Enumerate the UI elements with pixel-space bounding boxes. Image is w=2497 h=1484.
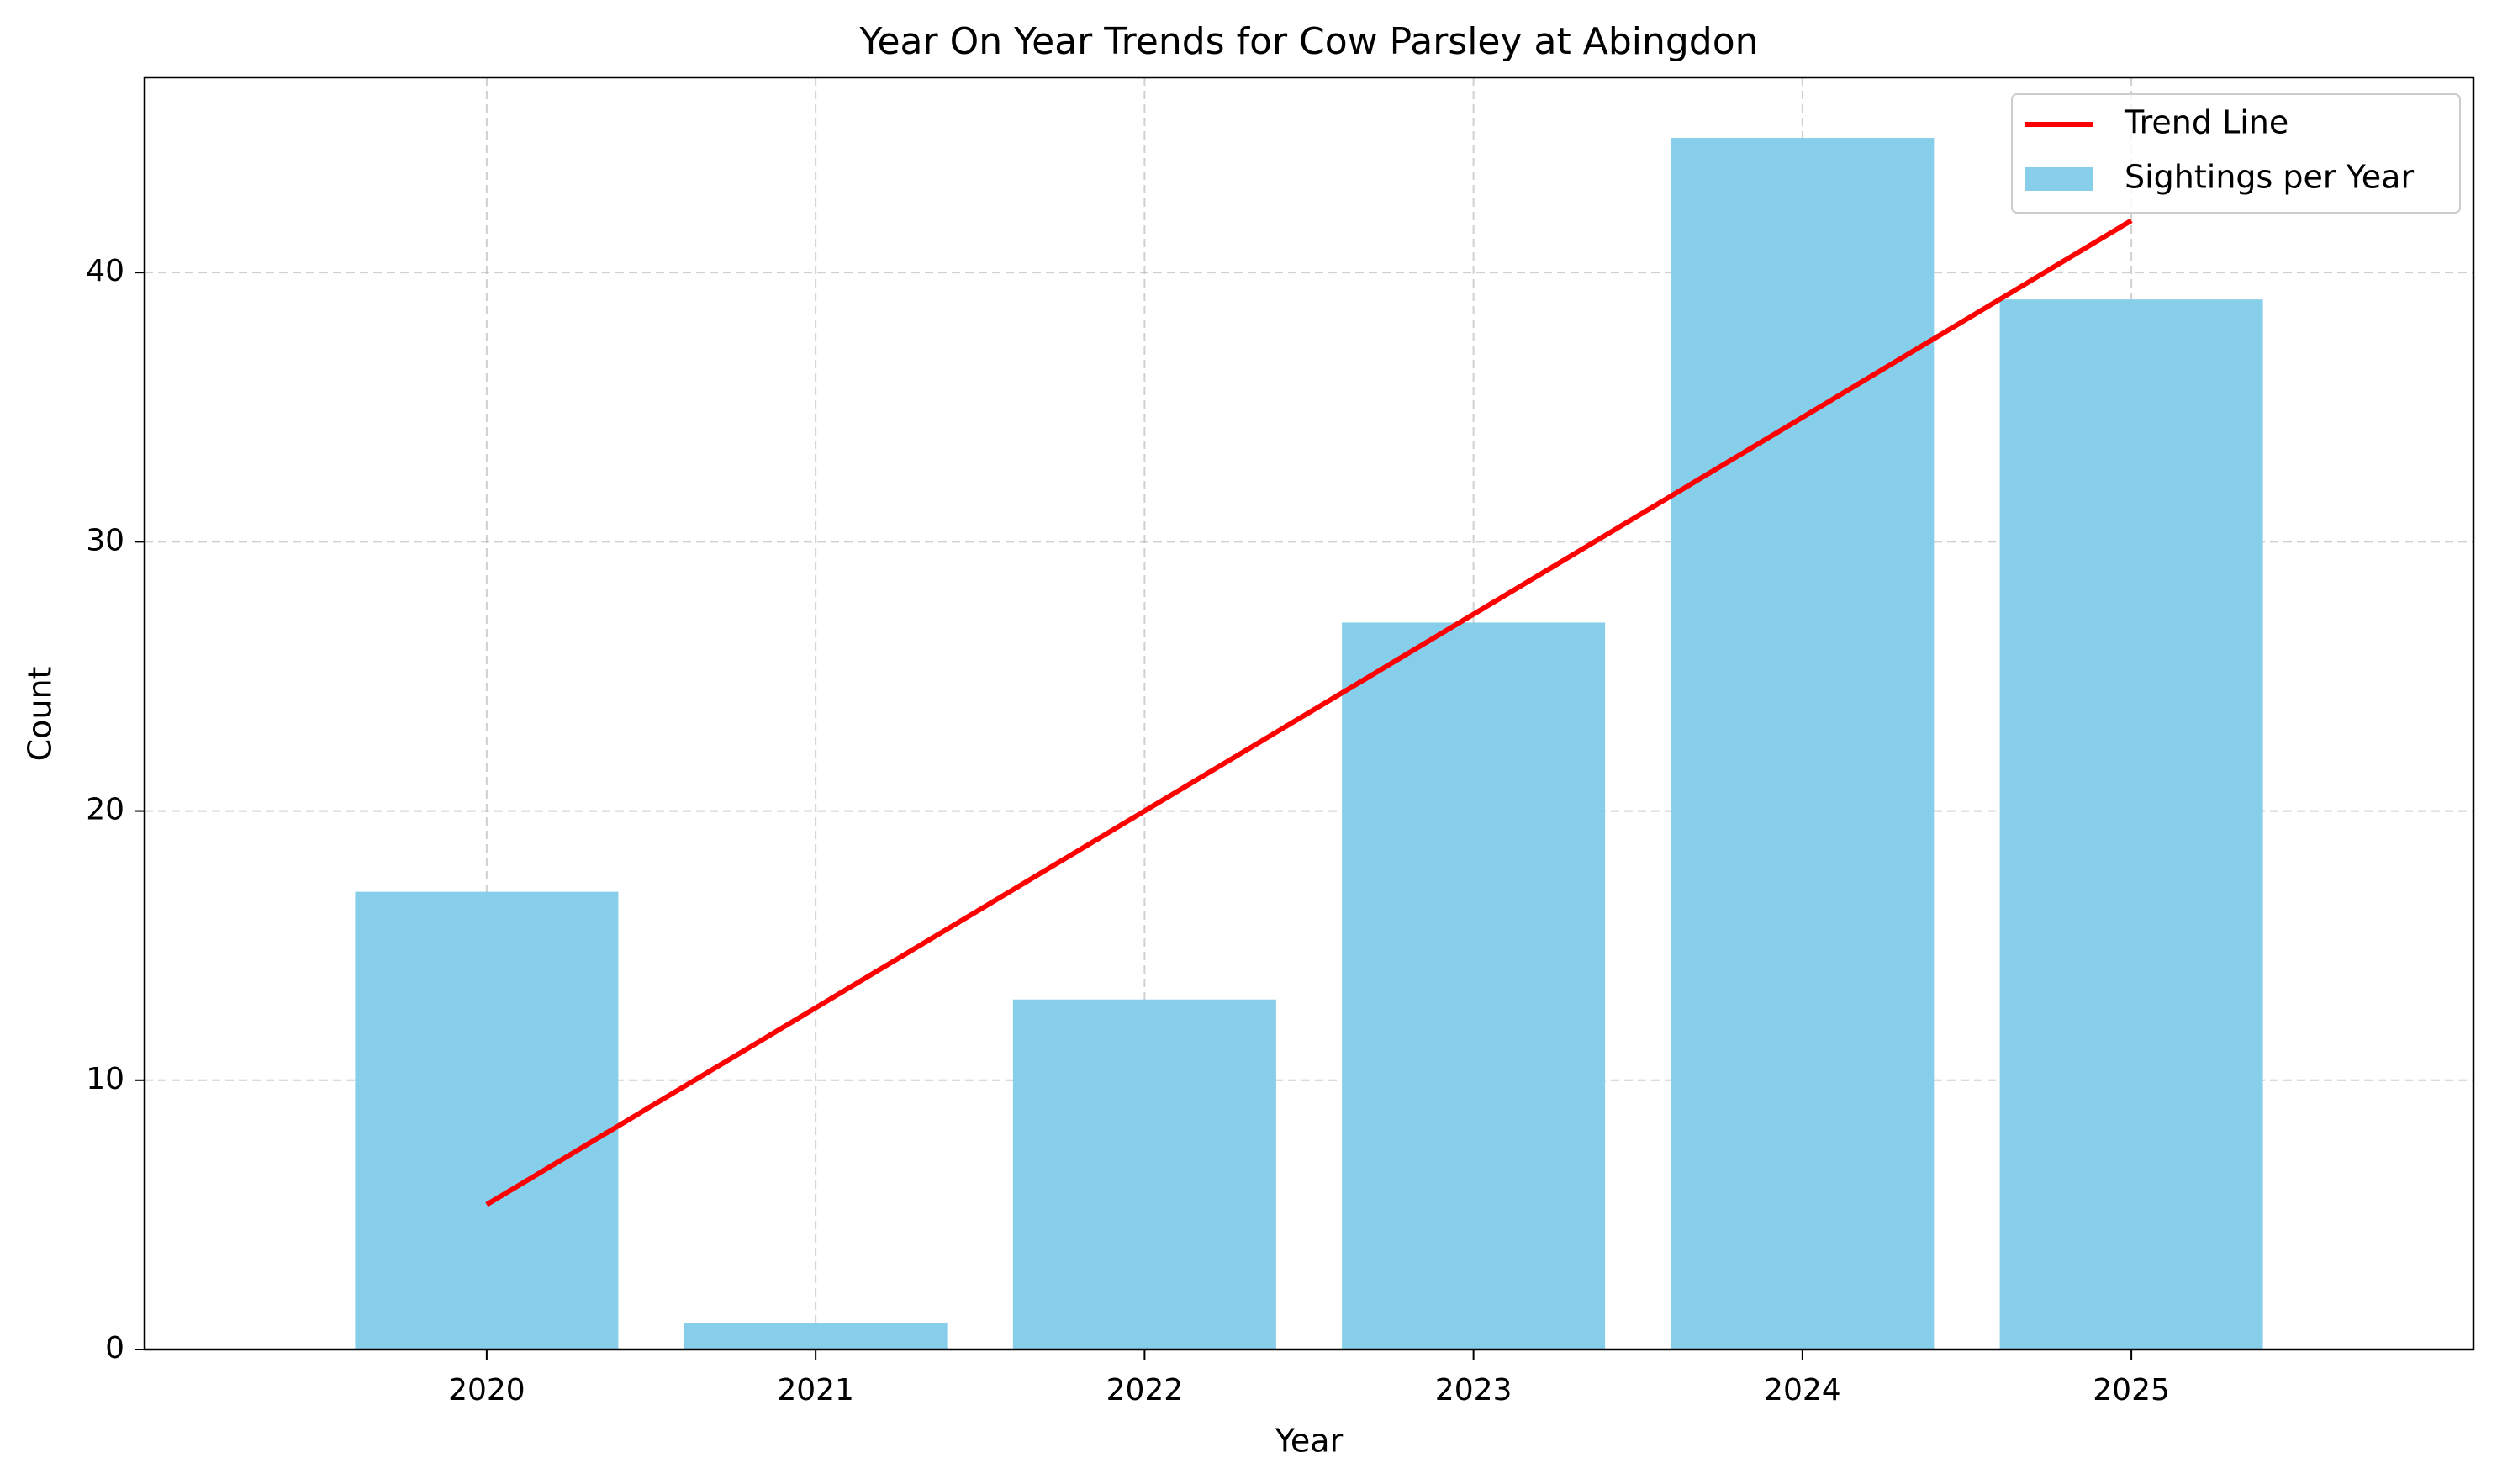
legend: Trend Line Sightings per Year [2011, 93, 2461, 214]
bar-2025 [1999, 299, 2263, 1350]
bar-2020 [355, 891, 619, 1349]
x-tick-label: 2023 [1435, 1373, 1512, 1407]
trend-line [485, 218, 2133, 1207]
y-tick-label: 40 [86, 254, 124, 288]
y-tick-label: 10 [86, 1062, 124, 1096]
x-tick-label: 2024 [1764, 1373, 1841, 1407]
x-tick-label: 2025 [2093, 1373, 2170, 1407]
legend-label: Trend Line [2124, 104, 2288, 141]
x-tick-label: 2022 [1106, 1373, 1184, 1407]
bars [355, 138, 2263, 1350]
legend-box [2011, 93, 2461, 214]
plot-frame [143, 76, 2475, 1351]
bar-2021 [684, 1322, 948, 1349]
y-tick-label: 20 [86, 793, 124, 827]
legend-bar-swatch [2025, 167, 2093, 191]
legend-label: Sightings per Year [2125, 159, 2414, 196]
y-tick-label: 0 [105, 1331, 124, 1365]
bar-2023 [1342, 622, 1606, 1349]
x-axis-label: Year [1275, 1423, 1344, 1460]
trend-line-layer [485, 218, 2133, 1207]
bar-2024 [1671, 138, 1935, 1350]
x-tick-label: 2020 [448, 1373, 525, 1407]
y-axis-label: Count [22, 667, 59, 762]
axis-ticks: 2020 2021 2022 2023 2024 2025 0 10 20 30 40 [86, 254, 2170, 1407]
bar-2022 [1012, 999, 1276, 1349]
chart-title: Year On Year Trends for Cow Parsley at A… [858, 20, 1758, 63]
y-tick-label: 30 [86, 523, 124, 557]
x-tick-label: 2021 [777, 1373, 854, 1407]
